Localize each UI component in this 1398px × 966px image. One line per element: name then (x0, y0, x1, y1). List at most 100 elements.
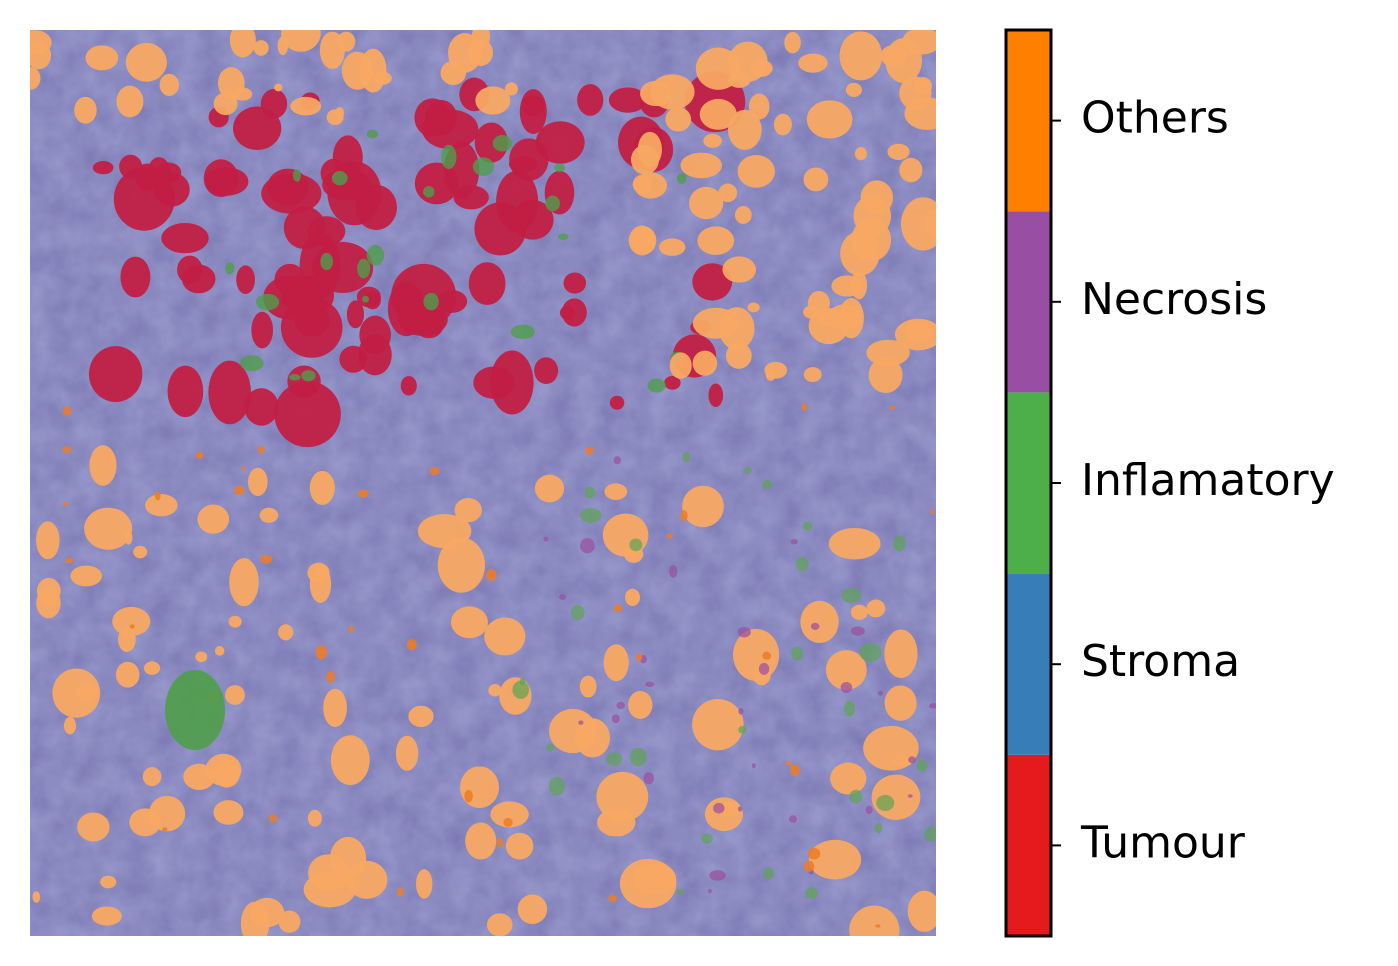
tissue-blob (658, 238, 686, 256)
tissue-blob (825, 650, 867, 690)
tissue-blob (292, 168, 301, 182)
tissue-blob (357, 489, 369, 498)
tissue-blob (84, 507, 133, 550)
tissue-blob (808, 839, 862, 880)
tissue-blob (229, 30, 256, 58)
tissue-blob (299, 232, 341, 299)
tissue-blob (485, 568, 497, 582)
tissue-blob (701, 833, 713, 844)
tissue-blob (77, 812, 110, 842)
tissue-blob (366, 129, 379, 139)
tissue-blob (877, 690, 884, 696)
colorbar-segment (1006, 30, 1051, 212)
tissue-blob (747, 302, 760, 313)
tissue-blob (692, 698, 744, 751)
tissue-blob (784, 31, 801, 54)
tissue-blob (866, 599, 886, 618)
colorbar-label: Necrosis (1081, 274, 1267, 325)
tissue-blob (737, 626, 751, 638)
tissue-blob (633, 172, 668, 199)
tissue-blob (802, 521, 812, 531)
tissue-blob (859, 642, 882, 662)
tissue-blob (580, 507, 602, 523)
tissue-blob (850, 604, 868, 620)
colorbar-frame (1004, 28, 1053, 938)
tissue-blob (492, 135, 513, 152)
tissue-blob (608, 87, 647, 113)
tissue-blob (460, 766, 500, 809)
tissue-blob (70, 565, 103, 587)
tissue-blob (274, 263, 306, 295)
tissue-blob (758, 662, 770, 675)
tissue-blob (268, 814, 278, 823)
tissue-blob (762, 651, 772, 660)
tissue-blob (584, 486, 596, 499)
tissue-blob (791, 646, 804, 661)
tissue-blob (309, 470, 335, 505)
tissue-blob (803, 367, 822, 383)
tissue-blob (680, 510, 688, 522)
tissue-blob (604, 483, 628, 500)
tissue-blob (613, 604, 623, 613)
tissue-blob (133, 545, 148, 559)
tissue-blob (631, 226, 657, 255)
tissue-blob (924, 826, 936, 842)
tissue-blob (534, 474, 565, 503)
tissue-blob (63, 716, 77, 735)
tissue-blob (308, 854, 350, 892)
tissue-blob (257, 446, 265, 454)
tissue-blob (145, 493, 178, 517)
tissue-blob (208, 360, 251, 425)
tissue-blob (850, 270, 868, 300)
tissue-blob (91, 906, 122, 926)
colorbar-segment (1006, 754, 1051, 936)
tissue-blob (510, 324, 535, 340)
tissue-blob (280, 30, 321, 52)
tissue-blob (734, 205, 752, 224)
tissue-blob (849, 905, 900, 936)
tissue-blob (851, 218, 892, 262)
tissue-blob (624, 588, 641, 606)
tissue-blob (213, 800, 244, 825)
tissue-blob (214, 646, 225, 656)
tissue-blob (486, 913, 513, 936)
tissue-blob (902, 30, 936, 55)
tissue-blob (115, 661, 140, 688)
tissue-blob (645, 681, 655, 688)
colorbar-label: Stroma (1081, 636, 1240, 687)
tissue-blob (907, 794, 913, 798)
tissue-blob (840, 682, 853, 693)
tissue-blob (356, 286, 381, 308)
tissue-blob (865, 805, 873, 815)
tissue-blob (465, 822, 497, 860)
tissue-blob (241, 466, 245, 471)
tissue-blob (217, 67, 245, 100)
tissue-blob (559, 305, 576, 320)
tissue-blob (900, 197, 936, 251)
tissue-blob (229, 558, 259, 607)
tissue-blob (408, 705, 434, 728)
tissue-blob (629, 747, 647, 767)
tissue-blob (682, 485, 724, 528)
tissue-blob (153, 172, 190, 207)
tissue-blob (875, 924, 881, 928)
tissue-blob (803, 167, 829, 192)
tissue-blob (484, 617, 526, 656)
tissue-blob (801, 403, 807, 412)
tissue-blob (400, 376, 417, 396)
tissue-blob (689, 186, 724, 220)
tissue-blob (36, 577, 61, 604)
tissue-blob (845, 82, 862, 97)
tissue-blob (643, 772, 654, 785)
tissue-blob (505, 832, 534, 860)
tissue-blob (707, 888, 712, 894)
tissue-blob (183, 763, 216, 790)
tissue-blob (708, 383, 724, 408)
tissue-blob (884, 685, 917, 721)
tissue-blob (274, 381, 341, 448)
tissue-blob (908, 756, 917, 764)
tissue-blob (475, 86, 511, 115)
tissue-blob (682, 451, 691, 463)
tissue-blob (464, 789, 473, 803)
tissue-blob (916, 759, 928, 772)
